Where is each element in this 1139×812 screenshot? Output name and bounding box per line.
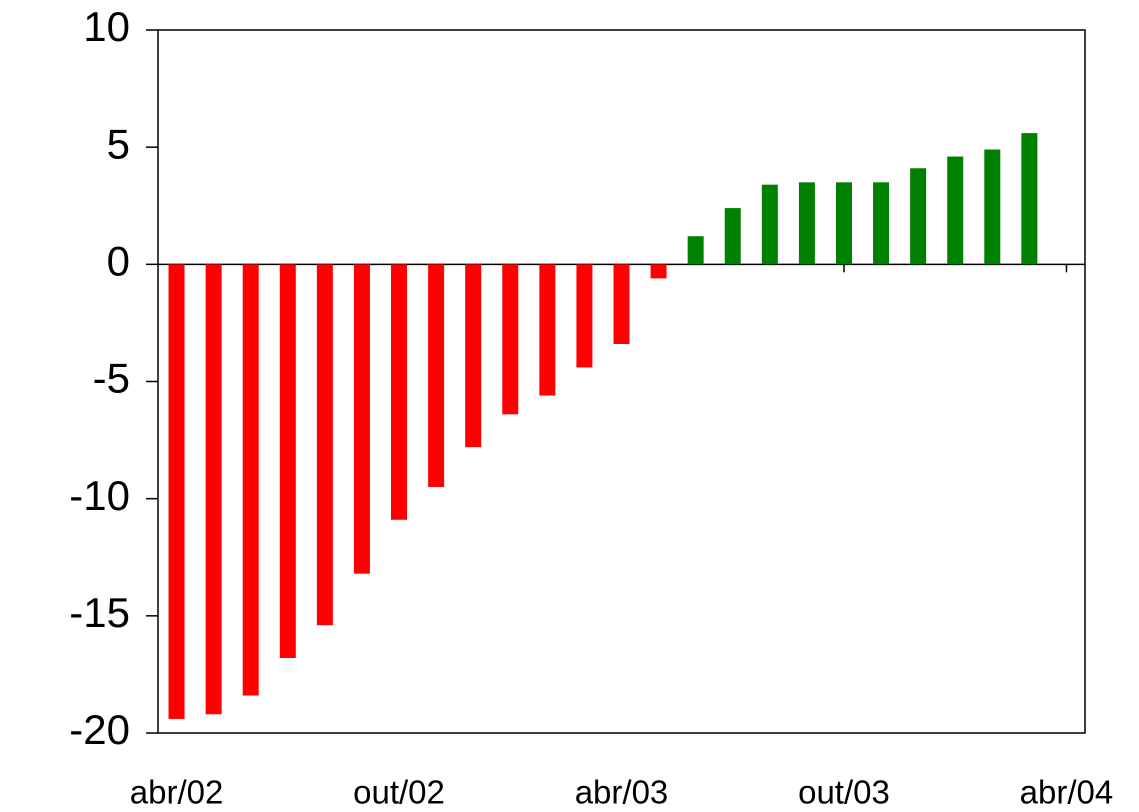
bar: [947, 156, 964, 265]
y-tick-label: 5: [107, 120, 130, 167]
bar: [835, 182, 852, 265]
bar: [279, 264, 296, 659]
bar: [724, 208, 741, 265]
bar: [428, 264, 445, 487]
bar: [650, 264, 667, 279]
x-tick-label: out/02: [353, 774, 445, 811]
bar: [1021, 133, 1038, 265]
bar: [687, 236, 704, 265]
bar: [984, 149, 1001, 265]
bar: [576, 264, 593, 368]
bar: [391, 264, 408, 520]
bar: [539, 264, 556, 396]
bar: [353, 264, 370, 574]
bar: [761, 184, 778, 265]
bar: [798, 182, 815, 265]
x-tick-label: abr/02: [130, 774, 224, 811]
y-tick-label: -5: [93, 355, 130, 402]
x-tick-label: abr/03: [575, 774, 669, 811]
plot-frame: [157, 29, 1086, 734]
y-tick-label: 10: [83, 3, 130, 50]
bar: [168, 264, 185, 719]
bar: [502, 264, 519, 415]
y-tick-label: 0: [107, 237, 130, 284]
bar: [205, 264, 222, 715]
bar: [242, 264, 259, 696]
y-tick-label: -20: [69, 706, 130, 753]
bar: [873, 182, 890, 265]
bar: [613, 264, 630, 345]
x-tick-label: out/03: [798, 774, 890, 811]
bar: [465, 264, 482, 448]
bar: [316, 264, 333, 626]
y-tick-label: -10: [69, 472, 130, 519]
x-tick-label: abr/04: [1020, 774, 1114, 811]
y-tick-label: -15: [69, 589, 130, 636]
bar: [910, 168, 927, 265]
